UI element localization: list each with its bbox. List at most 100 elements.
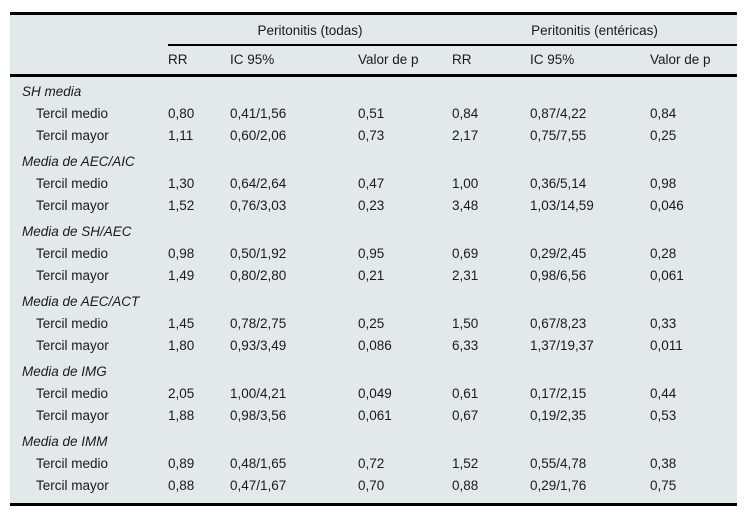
value-cell: 0,51: [358, 106, 385, 121]
statistics-table-card: Peritonitis (todas) Peritonitis (entéric…: [10, 12, 737, 506]
group-label: Media de AEC/AIC: [22, 154, 135, 169]
group-header-row: Media de SH/AEC: [10, 217, 737, 243]
value-cell: 1,30: [168, 176, 195, 191]
value-cell: 0,23: [358, 198, 385, 213]
table-row: Tercil medio 0,80 0,41/1,56 0,51 0,84 0,87/4,…: [10, 103, 737, 125]
value-cell: 0,84: [452, 106, 479, 121]
value-cell: 0,67: [452, 408, 479, 423]
value-cell: 0,17/2,15: [530, 386, 587, 401]
group-header-row: Media de AEC/AIC: [10, 147, 737, 173]
value-cell: 0,21: [358, 268, 385, 283]
column-header-ic95-1: IC 95%: [230, 45, 358, 77]
value-cell: 0,086: [358, 338, 392, 353]
value-cell: 0,67/8,23: [530, 316, 587, 331]
value-cell: 0,061: [358, 408, 392, 423]
value-cell: 0,29/1,76: [530, 478, 587, 493]
value-cell: 2,17: [452, 128, 479, 143]
row-label: Tercil medio: [36, 246, 109, 261]
value-cell: 0,89: [168, 456, 195, 471]
value-cell: 1,88: [168, 408, 195, 423]
value-cell: 1,49: [168, 268, 195, 283]
table-row: Tercil medio 0,89 0,48/1,65 0,72 1,52 0,55/4,…: [10, 453, 737, 475]
column-group-peritonitis-todas: Peritonitis (todas): [168, 15, 452, 46]
value-cell: 0,73: [358, 128, 385, 143]
value-cell: 1,00: [452, 176, 479, 191]
group-header-row: Media de AEC/ACT: [10, 287, 737, 313]
value-cell: 0,98/3,56: [230, 408, 287, 423]
table-row: Tercil mayor 1,11 0,60/2,06 0,73 2,17 0,75/7,…: [10, 125, 737, 147]
row-label: Tercil mayor: [36, 268, 109, 283]
value-cell: 0,47: [358, 176, 385, 191]
column-header-pvalue-1: Valor de p: [358, 45, 452, 77]
value-cell: 0,38: [650, 456, 677, 471]
table-body: SH media Tercil medio 0,80 0,41/1,56 0,51 0,8…: [10, 76, 737, 498]
value-cell: 0,33: [650, 316, 677, 331]
table-row: Tercil medio 0,98 0,50/1,92 0,95 0,69 0,29/2,…: [10, 243, 737, 265]
table-row: Tercil mayor 1,88 0,98/3,56 0,061 0,67 0,19/2…: [10, 405, 737, 427]
row-label: Tercil medio: [36, 106, 109, 121]
value-cell: 0,84: [650, 106, 677, 121]
row-label-spacer: [10, 45, 168, 77]
value-cell: 0,69: [452, 246, 479, 261]
value-cell: 0,61: [452, 386, 479, 401]
value-cell: 0,55/4,78: [530, 456, 587, 471]
column-header-pvalue-2: Valor de p: [650, 45, 737, 77]
value-cell: 0,29/2,45: [530, 246, 587, 261]
value-cell: 0,75/7,55: [530, 128, 587, 143]
table-row: Tercil medio 1,45 0,78/2,75 0,25 1,50 0,67/8,…: [10, 313, 737, 335]
value-cell: 0,061: [650, 268, 684, 283]
value-cell: 0,28: [650, 246, 677, 261]
value-cell: 0,60/2,06: [230, 128, 287, 143]
value-cell: 0,98/6,56: [530, 268, 587, 283]
value-cell: 0,78/2,75: [230, 316, 287, 331]
value-cell: 1,50: [452, 316, 479, 331]
column-header-rr-2: RR: [452, 45, 530, 77]
value-cell: 0,98: [650, 176, 677, 191]
column-header-rr-1: RR: [168, 45, 230, 77]
group-label: Media de SH/AEC: [22, 224, 132, 239]
value-cell: 0,80: [168, 106, 195, 121]
table-row: Tercil medio 1,30 0,64/2,64 0,47 1,00 0,36/5,…: [10, 173, 737, 195]
value-cell: 0,046: [650, 198, 684, 213]
column-group-row: Peritonitis (todas) Peritonitis (entéric…: [10, 15, 737, 46]
row-label: Tercil medio: [36, 386, 109, 401]
value-cell: 2,05: [168, 386, 195, 401]
value-cell: 0,36/5,14: [530, 176, 587, 191]
row-label-spacer: [10, 15, 168, 45]
value-cell: 0,80/2,80: [230, 268, 287, 283]
value-cell: 1,37/19,37: [530, 338, 594, 353]
row-label: Tercil mayor: [36, 408, 109, 423]
group-header-row: Media de IMM: [10, 427, 737, 453]
row-label: Tercil medio: [36, 316, 109, 331]
table-row: Tercil mayor 0,88 0,47/1,67 0,70 0,88 0,29/1,…: [10, 475, 737, 497]
table-row: Tercil mayor 1,80 0,93/3,49 0,086 6,33 1,37/1…: [10, 335, 737, 357]
table-row: Tercil mayor 1,52 0,76/3,03 0,23 3,48 1,03/14…: [10, 195, 737, 217]
value-cell: 1,11: [168, 128, 194, 143]
row-label: Tercil mayor: [36, 478, 109, 493]
value-cell: 1,03/14,59: [530, 198, 594, 213]
group-header-row: Media de IMG: [10, 357, 737, 383]
group-label: SH media: [22, 84, 82, 99]
row-label: Tercil mayor: [36, 128, 109, 143]
value-cell: 1,80: [168, 338, 195, 353]
value-cell: 0,19/2,35: [530, 408, 587, 423]
peritonitis-risk-table: Peritonitis (todas) Peritonitis (entéric…: [10, 15, 737, 497]
group-header-row: SH media: [10, 76, 737, 104]
value-cell: 0,44: [650, 386, 677, 401]
value-cell: 0,011: [650, 338, 683, 353]
row-label: Tercil mayor: [36, 198, 109, 213]
value-cell: 3,48: [452, 198, 479, 213]
value-cell: 0,88: [452, 478, 479, 493]
value-cell: 0,53: [650, 408, 677, 423]
column-header-ic95-2: IC 95%: [530, 45, 650, 77]
value-cell: 0,25: [358, 316, 385, 331]
value-cell: 0,48/1,65: [230, 456, 287, 471]
value-cell: 0,41/1,56: [230, 106, 287, 121]
value-cell: 1,00/4,21: [230, 386, 287, 401]
group-label: Media de AEC/ACT: [22, 294, 140, 309]
value-cell: 6,33: [452, 338, 479, 353]
value-cell: 0,47/1,67: [230, 478, 287, 493]
value-cell: 0,049: [358, 386, 392, 401]
value-cell: 0,70: [358, 478, 385, 493]
value-cell: 0,50/1,92: [230, 246, 287, 261]
